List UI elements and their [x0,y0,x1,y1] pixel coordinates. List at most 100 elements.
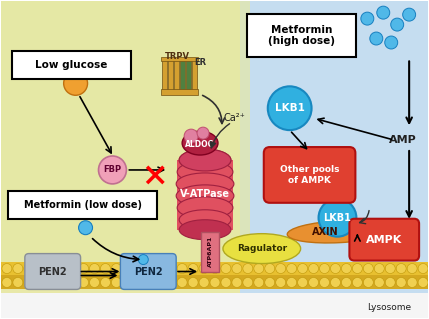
Ellipse shape [223,234,301,263]
Text: PEN2: PEN2 [134,266,163,277]
Text: AMP: AMP [389,135,417,145]
Bar [240,1,428,318]
FancyBboxPatch shape [121,254,176,289]
Circle shape [377,6,390,19]
Circle shape [99,156,127,184]
Circle shape [197,127,209,139]
Circle shape [287,263,296,273]
Circle shape [374,278,384,287]
Text: LKB1: LKB1 [275,103,305,113]
Circle shape [320,263,329,273]
Text: Metformin (low dose): Metformin (low dose) [24,200,142,210]
Ellipse shape [182,131,218,155]
Circle shape [177,263,187,273]
Circle shape [418,263,428,273]
Text: Ca²⁺: Ca²⁺ [224,113,246,123]
Circle shape [166,278,176,287]
FancyBboxPatch shape [264,147,355,203]
Circle shape [232,278,242,287]
Circle shape [199,263,209,273]
Circle shape [221,263,231,273]
Circle shape [13,278,23,287]
Bar [168,59,173,91]
Circle shape [13,263,23,273]
Circle shape [63,71,88,95]
Circle shape [155,263,165,273]
Circle shape [133,263,143,273]
Circle shape [210,263,220,273]
Ellipse shape [179,210,231,230]
Circle shape [188,278,198,287]
Circle shape [308,278,319,287]
Circle shape [46,263,56,273]
Circle shape [243,263,253,273]
Ellipse shape [179,149,231,171]
Text: LKB1: LKB1 [323,213,351,223]
Circle shape [407,278,417,287]
Text: ALDOC: ALDOC [185,140,214,149]
Circle shape [330,278,341,287]
Circle shape [133,278,143,287]
Bar [1,1,240,318]
Circle shape [363,263,373,273]
Circle shape [112,263,121,273]
Circle shape [100,263,110,273]
Circle shape [254,263,264,273]
Circle shape [122,278,133,287]
Circle shape [276,278,286,287]
FancyBboxPatch shape [349,219,419,261]
Circle shape [155,278,165,287]
Circle shape [57,278,66,287]
FancyBboxPatch shape [12,51,131,79]
Circle shape [177,278,187,287]
Bar [161,57,198,62]
Circle shape [341,278,351,287]
Text: Low glucose: Low glucose [36,60,108,70]
Bar [162,59,167,91]
Circle shape [268,86,311,130]
Bar [1,276,428,289]
Text: Ragulator: Ragulator [237,244,287,253]
Text: ER: ER [194,58,206,67]
Circle shape [68,263,78,273]
Text: ATP6AP1: ATP6AP1 [208,236,212,267]
Bar [192,59,197,91]
Circle shape [138,255,148,264]
Circle shape [210,278,220,287]
Bar [1,262,428,276]
Circle shape [184,129,198,143]
Circle shape [35,263,45,273]
Circle shape [403,8,416,21]
Circle shape [320,278,329,287]
Bar [177,160,233,230]
Circle shape [363,278,373,287]
FancyBboxPatch shape [247,14,356,57]
Circle shape [68,278,78,287]
Circle shape [79,263,88,273]
Circle shape [361,12,374,25]
Circle shape [199,278,209,287]
Circle shape [90,263,100,273]
Bar [174,59,179,91]
Circle shape [308,263,319,273]
Circle shape [35,278,45,287]
Circle shape [79,221,93,235]
Circle shape [265,278,275,287]
Text: Lysosome: Lysosome [367,303,411,312]
Circle shape [232,263,242,273]
Text: AXIN: AXIN [312,227,339,237]
Bar [1,293,428,318]
Ellipse shape [176,185,234,207]
Circle shape [407,263,417,273]
FancyBboxPatch shape [25,254,81,289]
Circle shape [2,263,12,273]
Circle shape [341,263,351,273]
Text: PEN2: PEN2 [38,266,67,277]
Circle shape [396,278,406,287]
Bar [161,89,198,95]
Text: AMPK: AMPK [366,235,402,245]
Text: V-ATPase: V-ATPase [180,189,230,199]
Circle shape [79,278,88,287]
Circle shape [396,263,406,273]
Bar [201,232,219,271]
